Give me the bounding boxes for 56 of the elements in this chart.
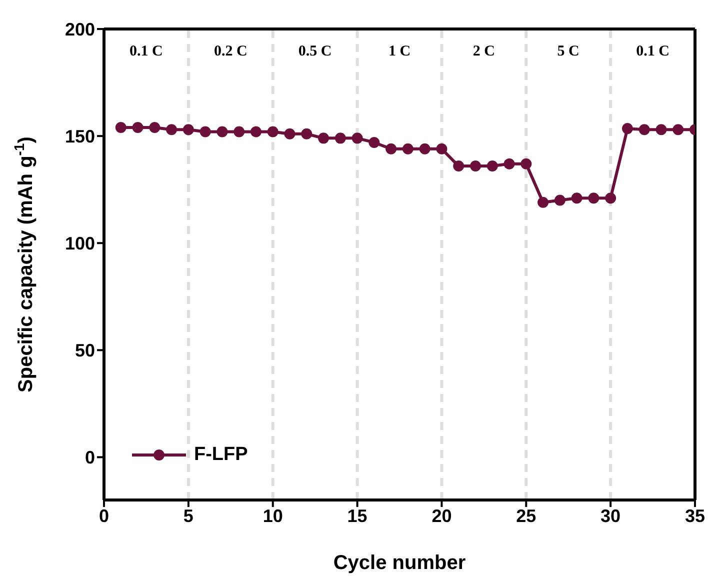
point [267, 126, 278, 138]
point [638, 124, 650, 136]
x-axis-title: Cycle number [333, 552, 466, 574]
legend-label: F-LFP [194, 444, 248, 466]
point [352, 132, 363, 144]
point [453, 160, 464, 172]
point [402, 143, 414, 154]
point [216, 126, 228, 138]
point [166, 124, 178, 136]
x-tick-label: 35 [684, 506, 706, 526]
annotation: 0.5 C [298, 44, 332, 60]
point [182, 124, 194, 136]
y-tick-label: 50 [74, 340, 95, 361]
point [419, 143, 430, 154]
point [200, 126, 211, 138]
annotation: 2 C [472, 44, 495, 60]
point [386, 143, 397, 154]
point [571, 192, 582, 204]
annotation: 1 C [388, 44, 411, 60]
point [318, 132, 330, 144]
point [368, 136, 380, 148]
point [622, 123, 633, 134]
y-tick-label: 100 [64, 233, 95, 254]
x-tick-label: 15 [347, 506, 368, 526]
point [115, 122, 126, 133]
point [234, 126, 245, 138]
y-tick-label: 150 [64, 126, 95, 146]
point [250, 126, 262, 138]
x-tick-label: 0 [98, 506, 110, 526]
annotation: 5 C [557, 44, 580, 60]
point [656, 124, 667, 136]
annotation: 0.2 C [214, 44, 248, 60]
point [470, 160, 481, 172]
point [301, 128, 312, 140]
x-tick-label: 25 [516, 506, 536, 526]
y-tick-label: 200 [64, 19, 95, 40]
point [520, 158, 532, 170]
x-tick-label: 10 [262, 506, 283, 526]
point [605, 192, 616, 204]
point [672, 124, 684, 136]
annotation: 0.1 C [130, 44, 163, 60]
y-tick-label: 0 [84, 448, 95, 468]
point [504, 158, 515, 170]
point [436, 143, 448, 154]
point [486, 160, 498, 172]
x-tick-label: 30 [600, 506, 621, 526]
x-tick-label: 20 [432, 506, 452, 526]
annotation: 0.1 C [636, 44, 670, 60]
point [538, 196, 549, 208]
point [132, 122, 144, 133]
point [588, 192, 600, 204]
x-tick-label: 5 [183, 506, 194, 526]
point [334, 132, 346, 144]
point [554, 194, 566, 206]
point [284, 128, 296, 140]
point [149, 122, 160, 133]
